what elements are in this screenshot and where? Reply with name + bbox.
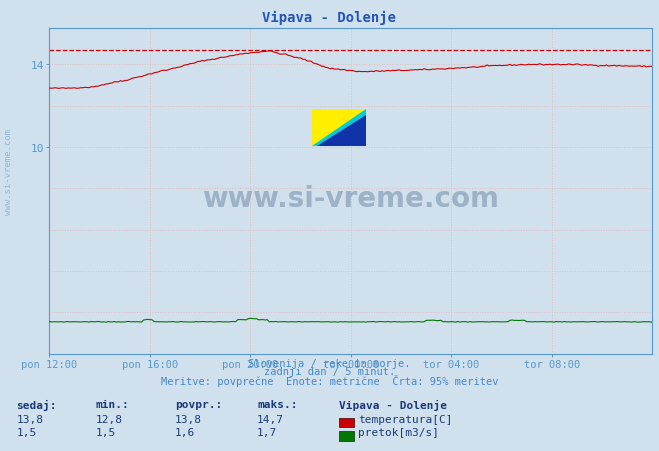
Polygon shape bbox=[312, 110, 366, 146]
Text: 12,8: 12,8 bbox=[96, 414, 123, 424]
Text: Slovenija / reke in morje.: Slovenija / reke in morje. bbox=[248, 359, 411, 368]
Polygon shape bbox=[317, 115, 366, 146]
Text: 14,7: 14,7 bbox=[257, 414, 284, 424]
Text: www.si-vreme.com: www.si-vreme.com bbox=[202, 184, 500, 212]
Polygon shape bbox=[312, 110, 366, 146]
Text: Vipava - Dolenje: Vipava - Dolenje bbox=[339, 399, 447, 410]
Text: 13,8: 13,8 bbox=[16, 414, 43, 424]
Text: maks.:: maks.: bbox=[257, 399, 297, 409]
Text: 1,6: 1,6 bbox=[175, 428, 195, 437]
Text: Vipava - Dolenje: Vipava - Dolenje bbox=[262, 11, 397, 25]
Text: povpr.:: povpr.: bbox=[175, 399, 222, 409]
Text: temperatura[C]: temperatura[C] bbox=[358, 414, 452, 424]
Text: zadnji dan / 5 minut.: zadnji dan / 5 minut. bbox=[264, 366, 395, 376]
Text: www.si-vreme.com: www.si-vreme.com bbox=[4, 129, 13, 214]
Text: 13,8: 13,8 bbox=[175, 414, 202, 424]
Text: 1,5: 1,5 bbox=[96, 428, 116, 437]
Text: min.:: min.: bbox=[96, 399, 129, 409]
Text: 1,7: 1,7 bbox=[257, 428, 277, 437]
Text: 1,5: 1,5 bbox=[16, 428, 37, 437]
Text: pretok[m3/s]: pretok[m3/s] bbox=[358, 428, 439, 437]
Text: sedaj:: sedaj: bbox=[16, 399, 57, 410]
Text: Meritve: povprečne  Enote: metrične  Črta: 95% meritev: Meritve: povprečne Enote: metrične Črta:… bbox=[161, 374, 498, 386]
